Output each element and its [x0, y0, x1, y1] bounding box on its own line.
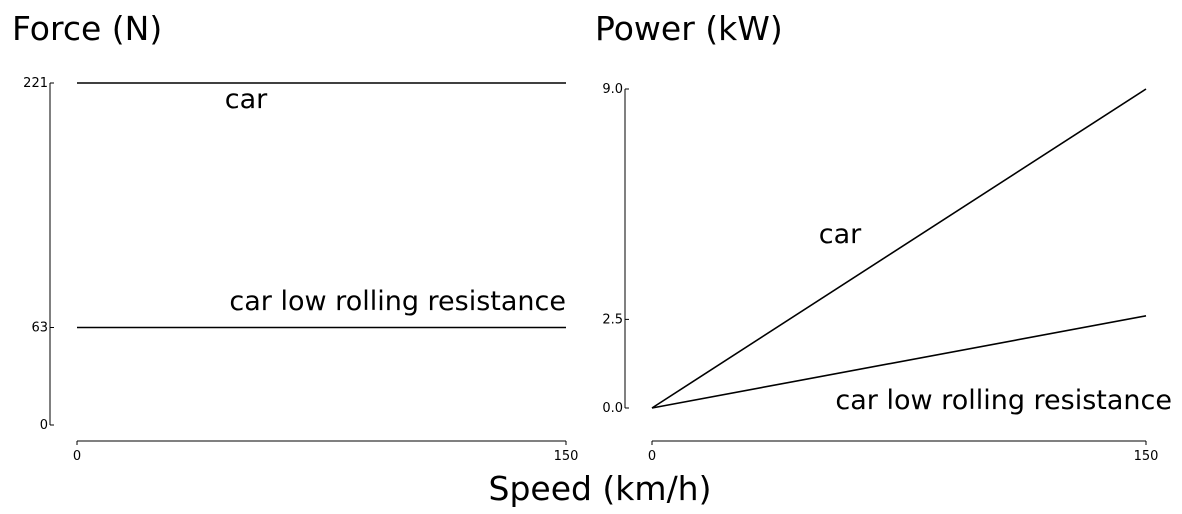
- force-x-tick-label: 150: [554, 449, 579, 464]
- power-chart-title: Power (kW): [595, 9, 783, 48]
- shared-x-axis-label: Speed (km/h): [489, 469, 712, 508]
- force-x-tick-label: 0: [73, 449, 81, 464]
- power-series-label-car-low-rolling-resistance: car low rolling resistance: [835, 385, 1172, 416]
- power-x-tick-label: 0: [648, 449, 656, 464]
- force-series-label-car-low-rolling-resistance: car low rolling resistance: [229, 286, 566, 317]
- power-y-tick-label: 2.5: [602, 312, 623, 327]
- force-y-tick-label: 63: [31, 321, 48, 336]
- force-y-tick-label: 221: [23, 76, 48, 91]
- power-series-line-car-low-rolling-resistance: [651, 315, 1147, 409]
- force-series-label-car: car: [225, 84, 268, 115]
- power-series-label-car: car: [819, 219, 862, 250]
- power-y-tick-label: 0.0: [602, 401, 623, 416]
- power-y-tick-label: 9.0: [602, 82, 623, 97]
- force-chart-title: Force (N): [12, 9, 162, 48]
- force-y-tick-label: 0: [40, 418, 48, 433]
- power-x-tick-label: 150: [1134, 449, 1159, 464]
- power-series-line-car: [651, 88, 1147, 409]
